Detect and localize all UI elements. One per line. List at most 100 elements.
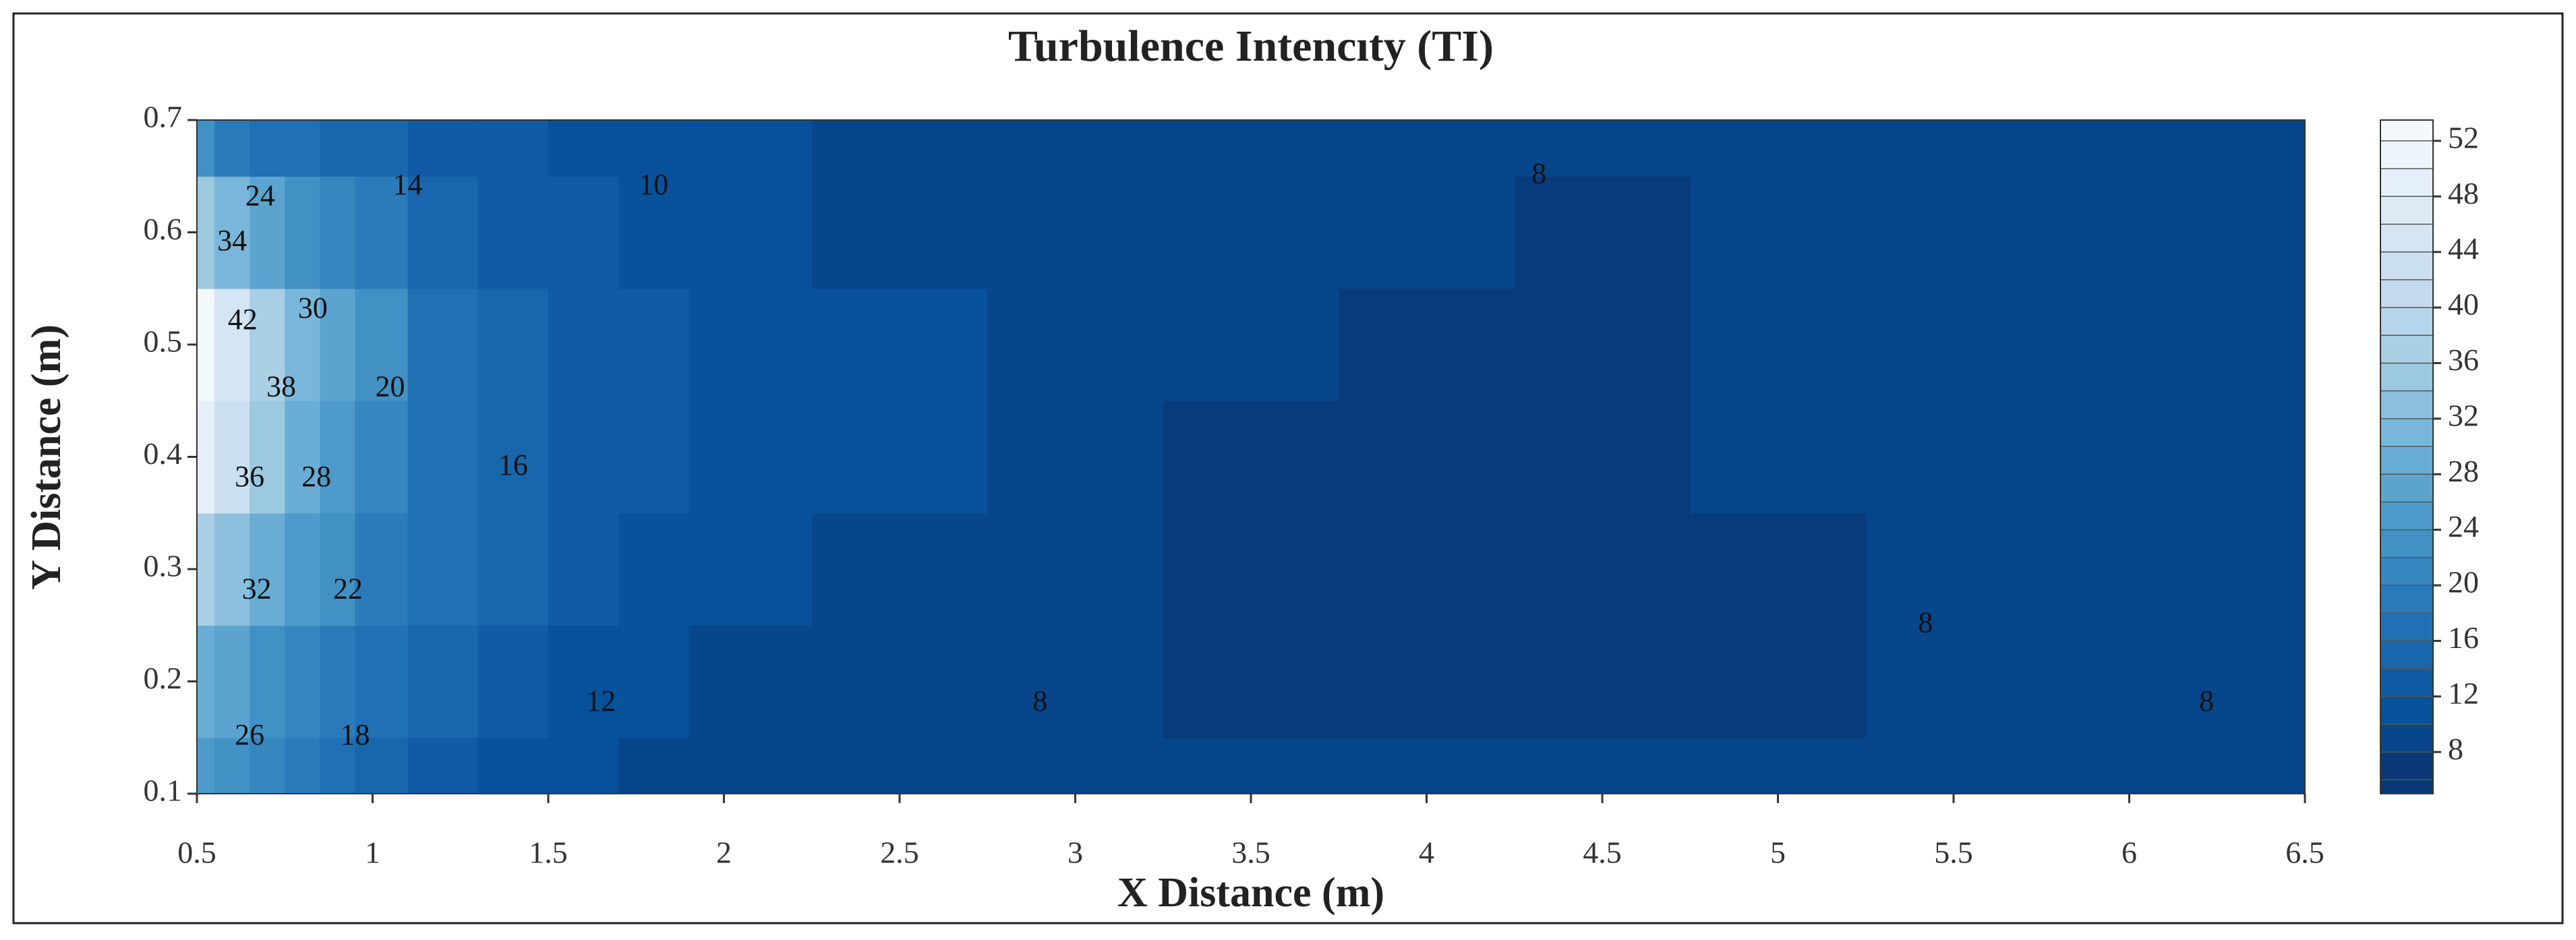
field-cell xyxy=(1690,737,1867,794)
field-cell xyxy=(285,288,321,402)
colorbar-tick-label: 8 xyxy=(2448,732,2463,766)
field-cell xyxy=(689,401,813,514)
field-cell xyxy=(214,512,250,626)
field-cell xyxy=(1690,176,1867,289)
field-cell xyxy=(811,401,989,514)
x-tick-label: 6 xyxy=(2121,835,2137,870)
field-cell xyxy=(811,120,989,177)
field-cell xyxy=(197,512,215,626)
field-cell xyxy=(214,176,250,289)
colorbar-tick-label: 52 xyxy=(2448,120,2479,154)
colorbar-tick-label: 24 xyxy=(2448,509,2479,544)
colorbar-band xyxy=(2380,252,2433,281)
contour-label: 36 xyxy=(235,460,264,493)
field-cell xyxy=(548,120,619,177)
x-tick-label: 3 xyxy=(1067,835,1083,870)
field-cell xyxy=(1690,625,1867,738)
contour-label: 24 xyxy=(245,179,275,212)
field-cell xyxy=(987,288,1164,402)
field-cell xyxy=(618,176,690,289)
contour-label: 8 xyxy=(1531,156,1546,189)
contour-label: 42 xyxy=(228,303,258,336)
field-cell xyxy=(355,737,409,794)
field-cell xyxy=(1865,401,2043,514)
field-cell xyxy=(1163,176,1340,289)
field-cell xyxy=(1690,288,1867,402)
field-cell xyxy=(477,120,549,177)
field-cell xyxy=(355,401,409,514)
field-cell xyxy=(811,625,989,738)
field-cell xyxy=(285,512,321,626)
field-cell xyxy=(1163,120,1340,177)
field-cell xyxy=(355,625,409,738)
field-cell xyxy=(548,401,619,514)
field-cell xyxy=(1514,401,1691,514)
field-cell xyxy=(214,625,250,738)
field-cell xyxy=(987,512,1164,626)
x-tick-label: 1.5 xyxy=(529,835,568,870)
colorbar-band xyxy=(2380,307,2433,336)
x-tick-label: 6.5 xyxy=(2285,835,2324,870)
field-cell xyxy=(2041,737,2218,794)
field-cell xyxy=(320,401,356,514)
colorbar-band xyxy=(2380,474,2433,503)
x-tick-label: 5.5 xyxy=(1934,835,1973,870)
field-cell xyxy=(285,120,321,177)
colorbar-tick-label: 48 xyxy=(2448,176,2479,210)
field-cell xyxy=(618,120,690,177)
field-cell xyxy=(197,120,215,177)
field-cell xyxy=(548,176,619,289)
field-cell xyxy=(1163,512,1340,626)
field-cell xyxy=(618,512,690,626)
y-axis-label: Y Distance (m) xyxy=(24,324,69,590)
field-cell xyxy=(320,737,356,794)
field-cell xyxy=(811,737,989,794)
field-cell xyxy=(477,288,549,402)
field-cell xyxy=(407,512,479,626)
field-cell xyxy=(618,737,690,794)
field-cell xyxy=(250,625,286,738)
field-cell xyxy=(2217,625,2306,738)
field-cell xyxy=(2217,120,2306,177)
colorbar-band xyxy=(2380,390,2433,419)
colorbar-band xyxy=(2380,140,2433,169)
colorbar-band xyxy=(2380,696,2433,725)
colorbar-band xyxy=(2380,529,2433,558)
colorbar-tick-label: 20 xyxy=(2448,565,2479,599)
colorbar-band xyxy=(2380,446,2433,475)
colorbar-tick-label: 40 xyxy=(2448,287,2479,322)
contour-label: 8 xyxy=(1032,684,1047,717)
field-cell xyxy=(214,288,250,402)
colorbar-border xyxy=(2380,119,2434,794)
y-tick-label: 0.4 xyxy=(144,436,183,471)
colorbar-tick-label: 36 xyxy=(2448,343,2479,377)
field-cell xyxy=(1339,120,1515,177)
colorbar-band xyxy=(2380,752,2433,794)
x-tick-label: 3.5 xyxy=(1231,835,1270,870)
field-cell xyxy=(320,176,356,289)
field-cell xyxy=(197,401,215,514)
colorbar-band xyxy=(2380,335,2433,364)
field-cell xyxy=(355,288,409,402)
x-tick-label: 5 xyxy=(1770,835,1786,870)
colorbar-band xyxy=(2380,613,2433,642)
field-cell xyxy=(2041,288,2218,402)
colorbar-tick-label: 44 xyxy=(2448,231,2479,266)
field-cell xyxy=(1339,176,1515,289)
field-cell xyxy=(1514,120,1691,177)
field-cell xyxy=(2217,401,2306,514)
field-cell xyxy=(477,176,549,289)
y-tick-label: 0.7 xyxy=(144,100,183,134)
field-cell xyxy=(987,176,1164,289)
field-cell xyxy=(250,288,286,402)
field-cell xyxy=(1514,288,1691,402)
field-cell xyxy=(987,401,1164,514)
field-cell xyxy=(1690,401,1867,514)
field-cell xyxy=(197,625,215,738)
contour-label: 32 xyxy=(242,572,272,605)
field-cell xyxy=(618,401,690,514)
colorbar-band xyxy=(2380,363,2433,392)
field-cell xyxy=(407,176,479,289)
